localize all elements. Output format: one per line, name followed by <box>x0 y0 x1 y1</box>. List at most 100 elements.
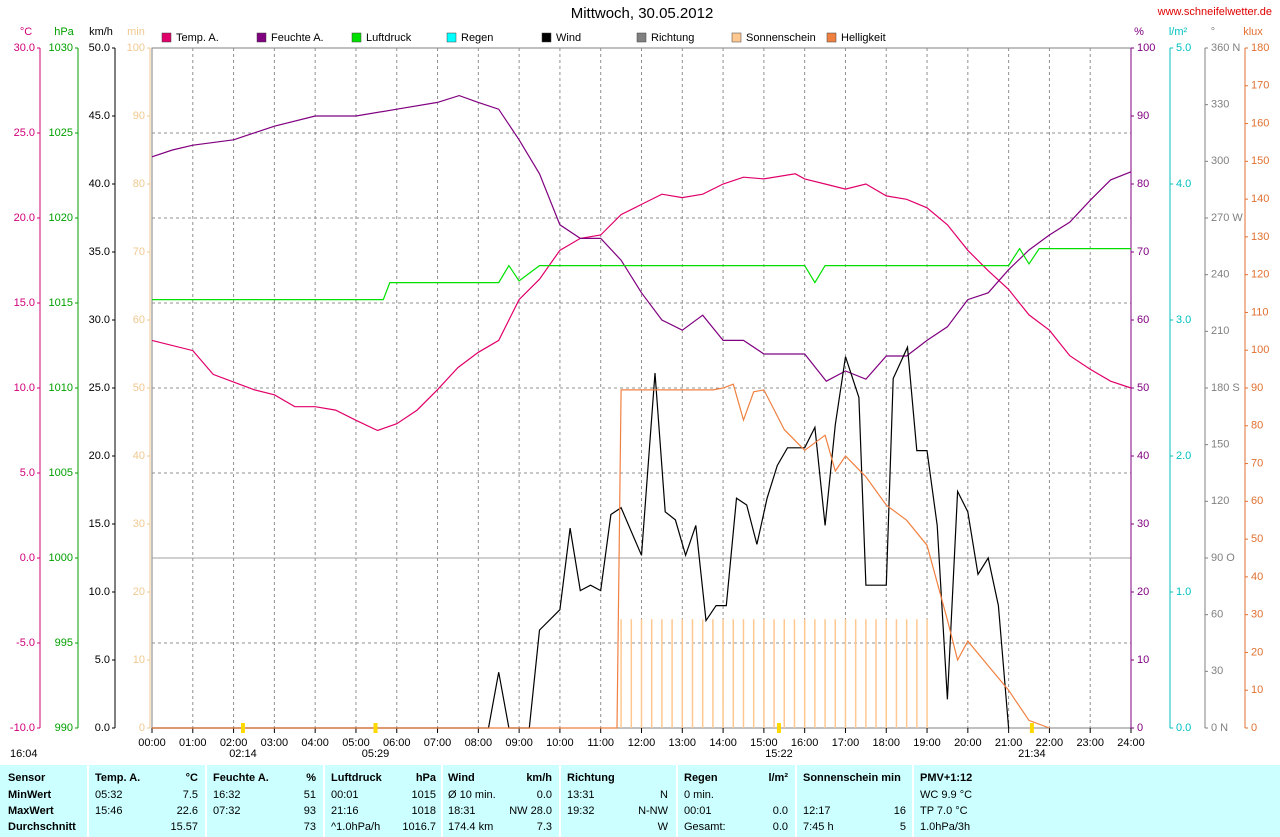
table-cell: ^1.0hPa/h <box>331 821 380 833</box>
table-cell: Feuchte A. <box>213 772 269 784</box>
legend-label: Helligkeit <box>841 32 886 44</box>
y-tick-label: 10 <box>1137 654 1149 666</box>
y-tick-label: 120 <box>1251 269 1269 281</box>
y-tick-label: 60 <box>1211 609 1223 621</box>
x-tick-label: 23:00 <box>1076 737 1104 749</box>
y-tick-label: 990 <box>55 722 73 734</box>
y-tick-label: 10 <box>133 654 145 666</box>
y-tick-label: 270 W <box>1211 212 1243 224</box>
y-tick-label: 70 <box>133 246 145 258</box>
table-cell: 0 min. <box>684 789 714 801</box>
y-tick-label: 40 <box>1251 571 1263 583</box>
y-tick-label: 5.0 <box>95 654 110 666</box>
y-tick-label: 1015 <box>49 297 73 309</box>
y-tick-label: 300 <box>1211 155 1229 167</box>
y-tick-label: 360 N <box>1211 42 1240 54</box>
table-cell: Gesamt: <box>684 821 726 833</box>
y-tick-label: 160 <box>1251 117 1269 129</box>
y-tick-label: 20 <box>1137 586 1149 598</box>
annotation: 15:22 <box>765 748 793 760</box>
table-cell: 7.3 <box>537 821 552 833</box>
legend-swatch <box>541 32 552 43</box>
x-tick-label: 22:00 <box>1036 737 1064 749</box>
legend-label: Feuchte A. <box>271 32 324 44</box>
x-tick-label: 20:00 <box>954 737 982 749</box>
y-tick-label: 20 <box>133 586 145 598</box>
table-cell: 22.6 <box>177 805 198 817</box>
table-cell: 00:01 <box>684 805 712 817</box>
y-tick-label: 240 <box>1211 269 1229 281</box>
table-cell: WC 9.9 °C <box>920 789 972 801</box>
axis-unit: l/m² <box>1169 26 1188 38</box>
table-cell: PMV+1:12 <box>920 772 972 784</box>
legend-label: Temp. A. <box>176 32 219 44</box>
table-cell: MaxWert <box>8 805 54 817</box>
table-cell: 05:32 <box>95 789 123 801</box>
table-cell: 13:31 <box>567 789 595 801</box>
y-tick-label: 0 <box>1251 722 1257 734</box>
y-tick-label: 0.0 <box>95 722 110 734</box>
y-tick-label: 180 <box>1251 42 1269 54</box>
y-tick-label: 45.0 <box>89 110 110 122</box>
series-line <box>151 173 1132 432</box>
y-tick-label: 10.0 <box>89 586 110 598</box>
table-cell: Ø 10 min. <box>448 789 496 801</box>
x-tick-label: 13:00 <box>669 737 697 749</box>
x-tick-label: 11:00 <box>587 737 614 749</box>
table-cell: 0.0 <box>773 805 788 817</box>
y-tick-label: 30 <box>1211 665 1223 677</box>
axis-unit: % <box>1134 26 1144 38</box>
table-cell: Sensor <box>8 772 46 784</box>
table-cell: 1.0hPa/3h <box>920 821 970 833</box>
y-tick-label: 60 <box>1251 495 1263 507</box>
table-cell: Durchschnitt <box>8 821 76 833</box>
y-tick-label: 110 <box>1251 306 1269 318</box>
y-tick-label: 330 <box>1211 99 1229 111</box>
legend-swatch <box>636 32 647 43</box>
y-tick-label: -5.0 <box>16 637 35 649</box>
table-cell: 0.0 <box>773 821 788 833</box>
y-tick-label: 20.0 <box>89 450 110 462</box>
x-tick-label: 09:00 <box>505 737 533 749</box>
y-tick-label: 5.0 <box>1176 42 1191 54</box>
x-tick-label: 04:00 <box>301 737 329 749</box>
y-tick-label: 25.0 <box>89 382 110 394</box>
y-tick-label: 100 <box>1251 344 1269 356</box>
y-tick-label: 20 <box>1251 646 1263 658</box>
table-cell: % <box>306 772 316 784</box>
sun-marker <box>373 723 378 733</box>
y-tick-label: 60 <box>133 314 145 326</box>
y-tick-label: 90 <box>1251 382 1263 394</box>
legend-label: Luftdruck <box>366 32 412 44</box>
y-tick-label: 80 <box>1137 178 1149 190</box>
corner-note: 16:04 <box>10 748 38 760</box>
y-tick-label: 25.0 <box>14 127 35 139</box>
y-tick-label: 60 <box>1137 314 1149 326</box>
y-tick-label: -10.0 <box>10 722 35 734</box>
y-tick-label: 0.0 <box>1176 722 1191 734</box>
y-tick-label: 1025 <box>49 127 73 139</box>
legend-swatch <box>351 32 362 43</box>
y-tick-label: 0 N <box>1211 722 1228 734</box>
table-cell: 19:32 <box>567 805 595 817</box>
y-tick-label: 10.0 <box>14 382 35 394</box>
y-tick-label: 100 <box>127 42 145 54</box>
table-cell: 1018 <box>412 805 436 817</box>
table-cell: Luftdruck <box>331 772 383 784</box>
legend-label: Regen <box>461 32 493 44</box>
y-tick-label: 80 <box>1251 420 1263 432</box>
x-tick-label: 03:00 <box>261 737 289 749</box>
annotation: 05:29 <box>362 748 390 760</box>
y-tick-label: 150 <box>1251 155 1269 167</box>
table-cell: km/h <box>526 772 552 784</box>
y-tick-label: 170 <box>1251 80 1269 92</box>
axis-unit: ° <box>1211 26 1215 38</box>
table-cell: NW 28.0 <box>509 805 552 817</box>
y-tick-label: 2.0 <box>1176 450 1191 462</box>
legend-label: Richtung <box>651 32 694 44</box>
y-tick-label: 0 <box>139 722 145 734</box>
table-cell: 00:01 <box>331 789 359 801</box>
sun-marker <box>1029 723 1034 733</box>
x-tick-label: 06:00 <box>383 737 411 749</box>
